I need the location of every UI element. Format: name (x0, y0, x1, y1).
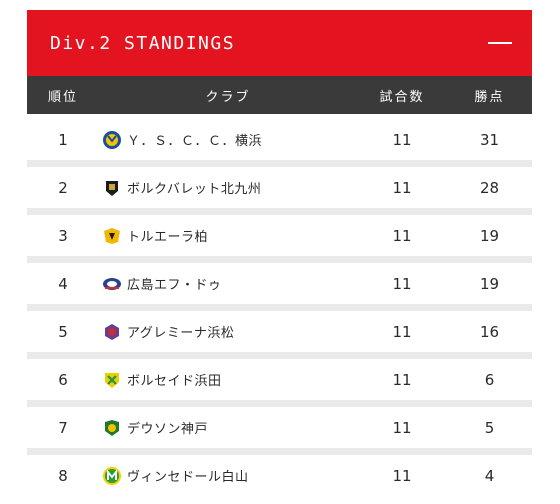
row-divider (27, 352, 532, 359)
row-divider (27, 160, 532, 167)
table-row: 4 広島エフ・ドゥ 11 19 (27, 263, 532, 304)
column-header-games: 試合数 (379, 89, 425, 105)
row-games: 11 (392, 226, 412, 245)
club-name[interactable]: ヴィンセドール白山 (127, 470, 249, 485)
row-rank: 7 (58, 418, 68, 437)
table-row: 1 Ｙ．Ｓ．Ｃ．Ｃ．横浜 11 31 (27, 119, 532, 160)
club-name[interactable]: ボルセイド浜田 (127, 374, 222, 389)
column-header-rank: 順位 (47, 89, 78, 105)
table-row: 6 ボルセイド浜田 11 6 (27, 359, 532, 400)
row-rank: 3 (58, 226, 68, 245)
row-rank: 4 (58, 274, 68, 293)
row-divider (27, 448, 532, 455)
hiroshima-f-do-logo-icon (102, 274, 122, 294)
row-divider (27, 256, 532, 263)
row-points: 28 (479, 178, 500, 197)
row-points: 19 (479, 274, 500, 293)
column-header-club: クラブ (205, 89, 251, 105)
standings-title: Div.2 STANDINGS (50, 32, 236, 54)
yscc-yokohama-logo-icon (102, 130, 122, 150)
row-points: 4 (484, 466, 495, 485)
row-club[interactable]: トルエーラ柏 (99, 226, 357, 246)
row-games: 11 (392, 130, 412, 149)
table-row: 5 アグレミーナ浜松 11 16 (27, 311, 532, 352)
row-points: 16 (479, 322, 500, 341)
row-club[interactable]: Ｙ．Ｓ．Ｃ．Ｃ．横浜 (99, 130, 357, 150)
club-name[interactable]: Ｙ．Ｓ．Ｃ．Ｃ．横浜 (127, 134, 263, 149)
bolclbaretta-kitakyushu-logo-icon (102, 178, 122, 198)
row-rank: 5 (58, 322, 68, 341)
row-club[interactable]: デウソン神戸 (99, 418, 357, 438)
table-header: 順位 クラブ 試合数 勝点 (27, 76, 532, 114)
row-rank: 1 (58, 130, 68, 149)
row-games: 11 (392, 466, 412, 485)
row-points: 19 (479, 226, 500, 245)
row-games: 11 (392, 418, 412, 437)
standings-panel: Div.2 STANDINGS 順位 クラブ 試合数 勝点 1 Ｙ．Ｓ．Ｃ．Ｃ．横… (27, 10, 532, 504)
row-divider (27, 400, 532, 407)
row-club[interactable]: アグレミーナ浜松 (99, 322, 357, 342)
row-club[interactable]: 広島エフ・ドゥ (99, 274, 357, 294)
row-rank: 6 (58, 370, 68, 389)
club-name[interactable]: トルエーラ柏 (127, 230, 209, 245)
row-rank: 8 (58, 466, 68, 485)
row-points: 5 (484, 418, 495, 437)
row-games: 11 (392, 370, 412, 389)
row-games: 11 (392, 178, 412, 197)
table-row: 2 ボルクバレット北九州 11 28 (27, 167, 532, 208)
column-header-points: 勝点 (474, 89, 505, 105)
collapse-minus-icon[interactable] (488, 32, 512, 54)
row-games: 11 (392, 322, 412, 341)
row-rank: 2 (58, 178, 68, 197)
row-divider (27, 208, 532, 215)
table-row: 7 デウソン神戸 11 5 (27, 407, 532, 448)
club-name[interactable]: 広島エフ・ドゥ (127, 278, 222, 293)
vincedor-hakusan-logo-icon (102, 466, 122, 486)
club-name[interactable]: アグレミーナ浜松 (127, 326, 235, 341)
row-club[interactable]: ボルセイド浜田 (99, 370, 357, 390)
row-games: 11 (392, 274, 412, 293)
row-points: 6 (484, 370, 495, 389)
club-name[interactable]: デウソン神戸 (127, 422, 209, 437)
agleymina-hamamatsu-logo-icon (102, 322, 122, 342)
row-divider (27, 304, 532, 311)
standings-header: Div.2 STANDINGS (27, 10, 532, 76)
tolueira-kashiwa-logo-icon (102, 226, 122, 246)
standings-rows: 1 Ｙ．Ｓ．Ｃ．Ｃ．横浜 11 31 2 ボルクバレット北九州 11 28 3 トルエーラ柏 11 1… (27, 119, 532, 496)
row-club[interactable]: ボルクバレット北九州 (99, 178, 357, 198)
row-club[interactable]: ヴィンセドール白山 (99, 466, 357, 486)
table-row: 8 ヴィンセドール白山 11 4 (27, 455, 532, 496)
deuson-kobe-logo-icon (102, 418, 122, 438)
table-row: 3 トルエーラ柏 11 19 (27, 215, 532, 256)
club-name[interactable]: ボルクバレット北九州 (127, 182, 262, 197)
borseid-hamada-logo-icon (102, 370, 122, 390)
row-points: 31 (479, 130, 500, 149)
